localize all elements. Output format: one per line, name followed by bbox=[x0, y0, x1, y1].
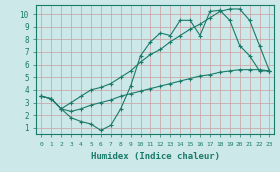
X-axis label: Humidex (Indice chaleur): Humidex (Indice chaleur) bbox=[91, 152, 220, 161]
